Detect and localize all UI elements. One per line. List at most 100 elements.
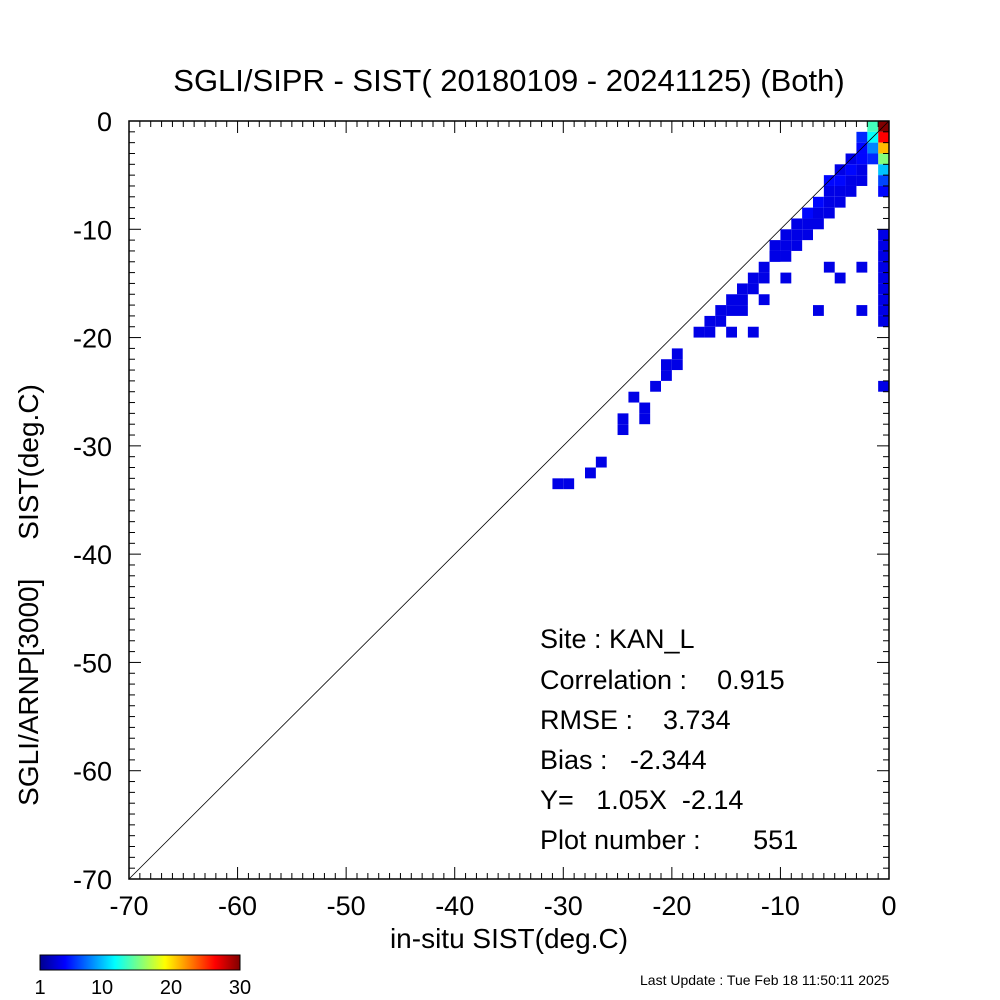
- y-tick-label: -60: [73, 757, 112, 787]
- heatmap-bin: [585, 467, 596, 479]
- heatmap-bin: [802, 229, 813, 241]
- y-tick-label: -50: [73, 648, 112, 678]
- heatmap-bin: [747, 326, 759, 338]
- heatmap-bin: [867, 142, 879, 154]
- heatmap-bin: [823, 261, 835, 273]
- heatmap-bin: [834, 272, 846, 284]
- heatmap-bin: [834, 175, 846, 186]
- x-axis-label: in-situ SIST(deg.C): [390, 923, 628, 954]
- heatmap-bin: [856, 164, 868, 176]
- heatmap-bin: [878, 380, 889, 392]
- x-tick-labels: -70 -60 -50 -40 -30 -20 -10 0: [109, 891, 896, 921]
- heatmap-bin: [823, 207, 835, 219]
- heatmap-bin: [595, 456, 607, 468]
- heatmap-bin: [845, 175, 857, 186]
- heatmap-bin: [878, 250, 889, 262]
- heatmap-bin: [845, 185, 857, 197]
- heatmap-bin: [552, 478, 564, 490]
- heatmap-bin: [845, 164, 857, 176]
- heatmap-bin: [856, 305, 868, 316]
- heatmap-bin: [878, 164, 889, 176]
- heatmap-bin: [628, 391, 640, 403]
- heatmap-bin: [856, 153, 868, 165]
- heatmap-bin: [791, 218, 803, 230]
- heatmap-bin: [813, 305, 824, 316]
- heatmap-bin: [867, 153, 879, 165]
- stats-site: Site : KAN_L: [540, 624, 695, 654]
- heatmap-bin: [737, 305, 748, 316]
- heatmap-bin: [671, 348, 683, 360]
- heatmap-bin: [758, 294, 770, 306]
- heatmap-bin: [661, 359, 672, 371]
- heatmap-bin: [813, 218, 824, 230]
- heatmap-bin: [813, 196, 824, 208]
- heatmap-bin: [617, 413, 629, 425]
- colorbar-label: 10: [91, 977, 113, 999]
- x-tick-label: -50: [327, 891, 366, 921]
- heatmap-bin: [737, 294, 748, 306]
- heatmap-bin: [867, 121, 879, 132]
- y-tick-labels: 0 -10 -20 -30 -40 -50 -60 -70: [73, 107, 112, 895]
- heatmap-bin: [878, 153, 889, 165]
- heatmap-bin: [780, 272, 792, 284]
- heatmap-bin: [780, 229, 792, 241]
- x-tick-label: -20: [652, 891, 691, 921]
- y-tick-label: -20: [73, 324, 112, 354]
- heatmap-bin: [737, 283, 748, 295]
- x-tick-label: -40: [435, 891, 474, 921]
- heatmap-bin: [758, 261, 770, 273]
- heatmap-bin: [747, 283, 759, 295]
- colorbar-labels: 1 10 20 30: [34, 977, 251, 999]
- heatmap-bin: [791, 240, 803, 251]
- x-tick-label: 0: [881, 891, 896, 921]
- heatmap-bin: [823, 196, 835, 208]
- x-tick-label: -70: [109, 891, 148, 921]
- heatmap-bin: [639, 413, 651, 425]
- heatmap-bin: [802, 207, 813, 219]
- heatmap-bin: [878, 185, 889, 197]
- y-tick-label: -10: [73, 215, 112, 245]
- heatmap-bin: [878, 315, 889, 327]
- heatmap-bin: [704, 326, 716, 338]
- heatmap-bin: [661, 370, 672, 381]
- stats-bias: Bias : -2.344: [540, 745, 707, 775]
- heatmap-bin: [715, 315, 727, 327]
- heatmap-bin: [758, 272, 770, 284]
- heatmap-bin: [726, 305, 737, 316]
- heatmap-bin: [856, 261, 868, 273]
- heatmap-bin: [780, 240, 792, 251]
- heatmap-bin: [878, 272, 889, 284]
- heatmap-bin: [617, 424, 629, 436]
- colorbar-label: 1: [34, 977, 45, 999]
- heatmap-bin: [834, 185, 846, 197]
- stats-rmse: RMSE : 3.734: [540, 705, 731, 735]
- heatmap-bin: [726, 326, 737, 338]
- heatmap-bin: [747, 272, 759, 284]
- colorbar-label: 20: [160, 977, 182, 999]
- heatmap-bin: [715, 305, 727, 316]
- heatmap-bin: [704, 315, 716, 327]
- stats-box: Site : KAN_L Correlation : 0.915 RMSE : …: [540, 624, 798, 855]
- heatmap-bin: [878, 240, 889, 251]
- y-tick-label: -30: [73, 432, 112, 462]
- heatmap-bin: [671, 359, 683, 371]
- axis-ticks: [128, 120, 890, 880]
- heatmap-bin: [650, 380, 661, 392]
- heatmap-bin: [780, 250, 792, 262]
- heatmap-bin: [878, 305, 889, 316]
- heatmap-bin: [726, 294, 737, 306]
- heatmap-bin: [856, 131, 868, 143]
- y-axis-label: SGLI/ARNP[3000] SIST(deg.C): [13, 384, 44, 806]
- heatmap-bin: [769, 250, 781, 262]
- y-tick-label: -70: [73, 865, 112, 895]
- heatmap-bin: [878, 294, 889, 306]
- stats-correlation: Correlation : 0.915: [540, 665, 785, 695]
- heatmap-bin: [878, 142, 889, 154]
- heatmap-bin: [563, 478, 575, 490]
- stats-regression: Y= 1.05X -2.14: [540, 785, 743, 815]
- heatmap-bin: [791, 229, 803, 241]
- stats-plot-number: Plot number : 551: [540, 825, 798, 855]
- y-tick-label: -40: [73, 540, 112, 570]
- heatmap-bin: [693, 326, 705, 338]
- heatmap-bin: [878, 131, 889, 143]
